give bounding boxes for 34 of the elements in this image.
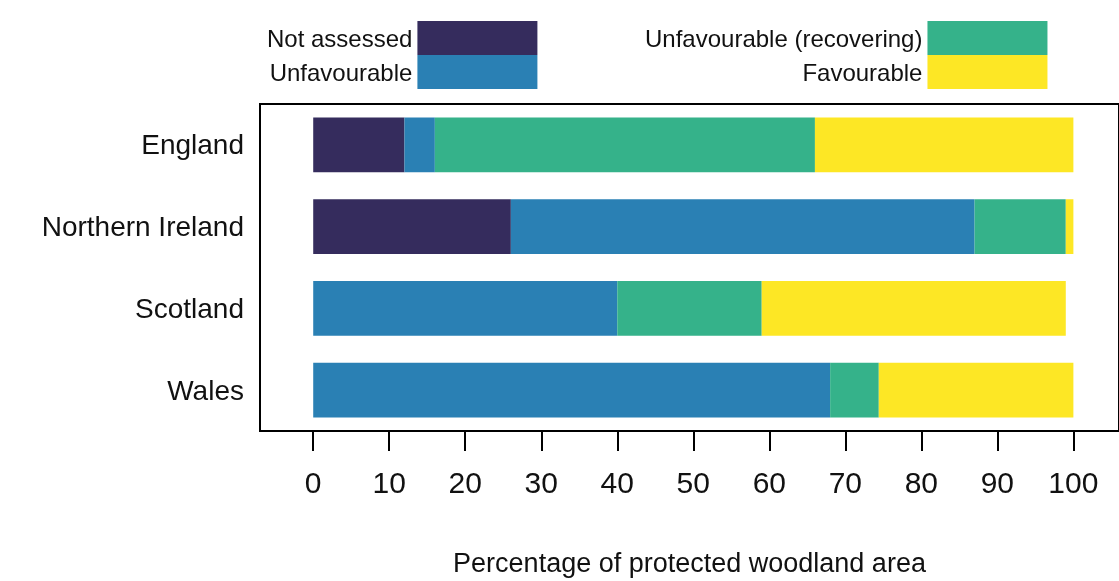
bar bbox=[1065, 199, 1074, 255]
y-tick-label: England bbox=[141, 129, 244, 161]
x-tick-label: 20 bbox=[448, 465, 482, 499]
x-tick-label: 0 bbox=[304, 465, 322, 499]
bar bbox=[510, 199, 975, 255]
legend-label: Favourable bbox=[802, 58, 923, 86]
bar bbox=[434, 117, 815, 173]
y-tick-label: Northern Ireland bbox=[41, 211, 244, 243]
bar bbox=[313, 117, 405, 173]
legend-label: Unfavourable (recovering) bbox=[645, 24, 923, 52]
x-tick-label: 100 bbox=[1048, 465, 1099, 499]
y-tick-label: Wales bbox=[167, 374, 244, 406]
bar bbox=[878, 362, 1074, 418]
bar bbox=[814, 117, 1074, 173]
bar bbox=[830, 362, 879, 418]
bar bbox=[761, 280, 1066, 336]
bar bbox=[617, 280, 762, 336]
x-tick-label: 70 bbox=[828, 465, 863, 499]
x-tick-label: 50 bbox=[676, 465, 710, 499]
x-tick-label: 60 bbox=[752, 465, 787, 499]
bar bbox=[313, 280, 618, 336]
x-tick-label: 90 bbox=[980, 465, 1015, 499]
bar bbox=[313, 199, 511, 255]
legend-label: Unfavourable bbox=[269, 58, 413, 86]
bar bbox=[404, 117, 435, 173]
bar bbox=[974, 199, 1066, 255]
x-tick-label: 80 bbox=[904, 465, 939, 499]
x-axis-title: Percentage of protected woodland area bbox=[453, 547, 927, 578]
y-tick-label: Scotland bbox=[135, 292, 244, 324]
x-tick-label: 10 bbox=[372, 465, 406, 499]
bar bbox=[313, 362, 831, 418]
x-tick-label: 40 bbox=[600, 465, 634, 499]
legend-label: Not assessed bbox=[267, 24, 413, 52]
x-tick-label: 30 bbox=[524, 465, 558, 499]
